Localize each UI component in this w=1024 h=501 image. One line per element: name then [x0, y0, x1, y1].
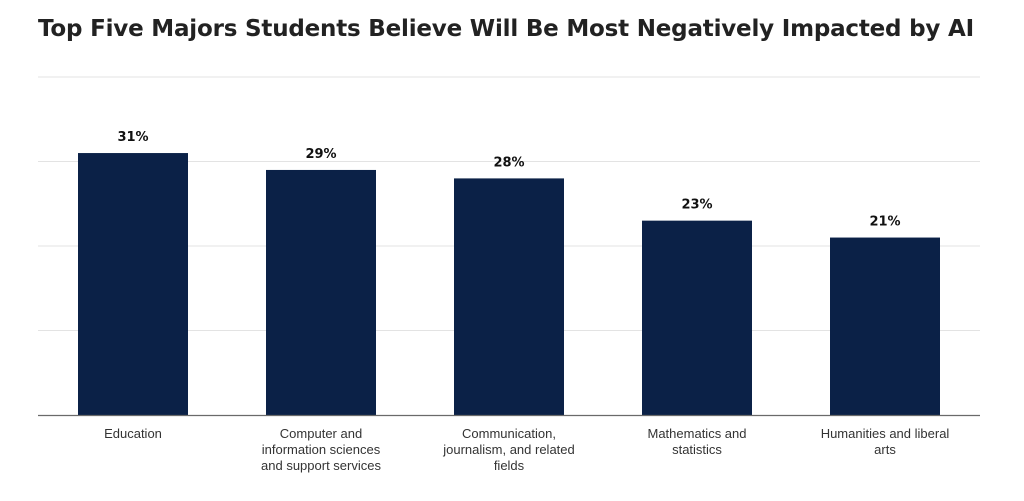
value-label: 29%	[305, 147, 336, 162]
value-label: 31%	[117, 130, 148, 145]
value-label: 28%	[493, 155, 524, 170]
chart-title: Top Five Majors Students Believe Will Be…	[38, 16, 974, 42]
category-label: Humanities and liberal arts	[821, 426, 950, 457]
category-label: Communication, journalism, and related fie…	[442, 426, 575, 473]
category-labels: Education Computer and information science…	[104, 426, 949, 473]
bar	[830, 237, 940, 415]
category-label: Computer and information sciences and supp…	[261, 426, 381, 473]
bar	[78, 153, 188, 416]
value-label: 21%	[869, 215, 900, 230]
bar	[642, 220, 752, 415]
value-labels: 31% 29% 28% 23% 21%	[117, 130, 900, 230]
bar	[266, 169, 376, 415]
category-label: Education	[104, 426, 162, 441]
value-label: 23%	[681, 198, 712, 213]
bar	[454, 178, 564, 415]
category-label: Mathematics and statistics	[648, 426, 747, 457]
bars	[78, 153, 940, 416]
